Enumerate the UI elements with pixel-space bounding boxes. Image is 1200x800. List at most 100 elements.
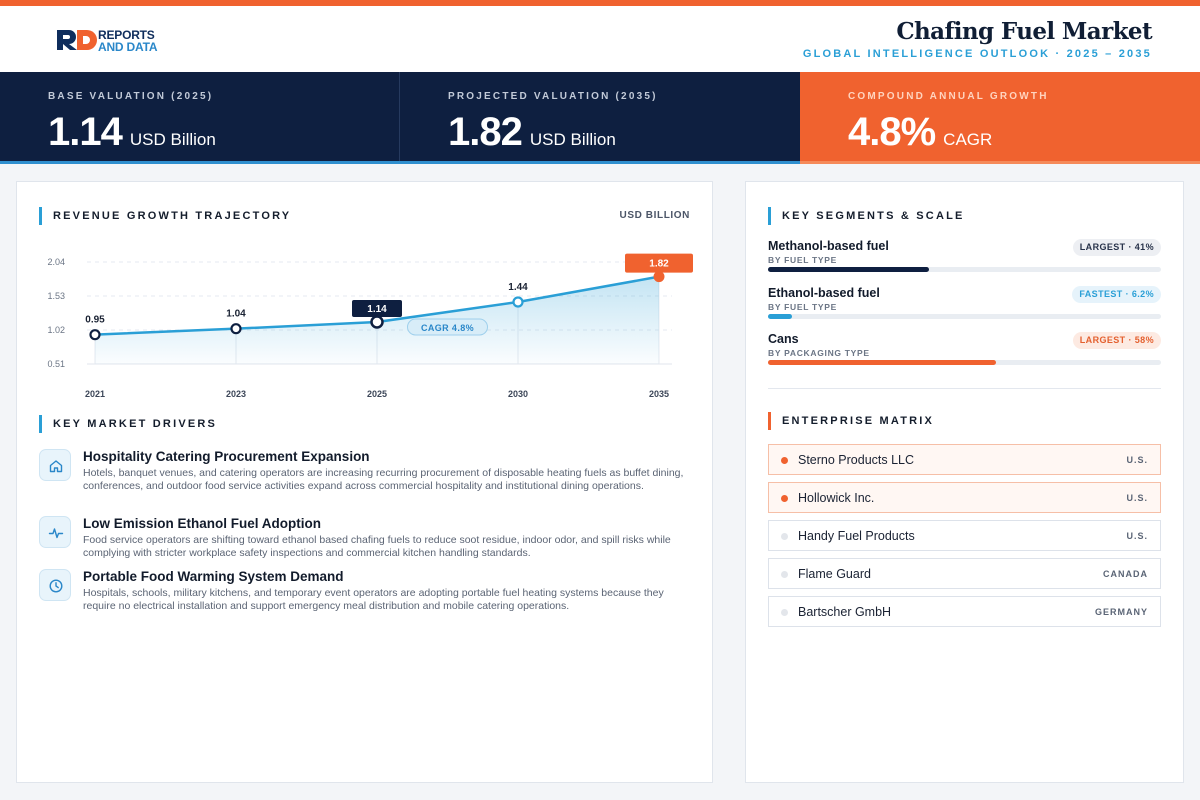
kpi-base-valuation: BASE VALUATION (2025) 1.14 USD Billion xyxy=(0,72,400,164)
driver-description: Hotels, banquet venues, and catering ope… xyxy=(83,467,684,492)
status-dot xyxy=(781,533,788,540)
brand-line-2: AND DATA xyxy=(98,40,158,54)
enterprise-row[interactable]: Hollowick Inc. U.S. xyxy=(768,482,1161,513)
driver-title: Low Emission Ethanol Fuel Adoption xyxy=(83,516,321,531)
segment-badge: LARGEST · 41% xyxy=(1072,239,1161,256)
segment-item: Cans BY PACKAGING TYPE LARGEST · 58% xyxy=(768,332,1161,374)
x-tick-label: 2025 xyxy=(367,389,387,399)
segment-share-bar xyxy=(768,314,793,319)
data-label: 1.44 xyxy=(508,282,528,293)
data-label: 1.14 xyxy=(367,304,387,315)
cagr-annotation-pill xyxy=(407,318,488,336)
chart-unit-label: USD BILLION xyxy=(619,210,690,221)
kpi-divider xyxy=(399,72,400,161)
kpi-projected-valuation: PROJECTED VALUATION (2035) 1.82 USD Billi… xyxy=(400,72,800,164)
status-dot xyxy=(781,457,788,464)
kpi-unit: USD Billion xyxy=(529,130,616,149)
kpi-cagr: COMPOUND ANNUAL GROWTH 4.8% CAGR xyxy=(800,72,1200,164)
logo-mark-icon xyxy=(57,30,97,50)
status-dot xyxy=(781,571,788,578)
company-country: U.S. xyxy=(1126,455,1148,465)
company-country: U.S. xyxy=(1126,531,1148,541)
kpi-label: BASE VALUATION (2025) xyxy=(48,91,214,102)
segment-share-bar xyxy=(768,360,996,365)
enterprise-row[interactable]: Handy Fuel Products U.S. xyxy=(768,520,1161,551)
segment-share-track xyxy=(768,360,1161,365)
kpi-unit: CAGR xyxy=(943,130,993,149)
segment-share-track xyxy=(768,267,1161,272)
company-country: CANADA xyxy=(1103,569,1148,579)
enterprise-section-title: ENTERPRISE MATRIX xyxy=(768,412,934,430)
enterprise-row[interactable]: Bartscher GmbH GERMANY xyxy=(768,596,1161,627)
revenue-chart-svg: 0.51 1.02 1.53 2.04 2021 2023 2025 2030 2035 0.9… xyxy=(47,253,693,399)
page-header: REPORTS AND DATA Chafing Fuel Market GLO… xyxy=(0,6,1200,72)
status-dot xyxy=(781,609,788,616)
data-point xyxy=(512,296,524,308)
cagr-annotation: CAGR 4.8% xyxy=(421,323,474,333)
company-name: Sterno Products LLC xyxy=(798,453,915,467)
pulse-icon xyxy=(39,516,71,548)
segment-name: Cans xyxy=(768,332,799,346)
driver-title: Portable Food Warming System Demand xyxy=(83,569,344,584)
company-name: Bartscher GmbH xyxy=(798,605,892,619)
data-label: 1.82 xyxy=(649,259,669,270)
segment-name: Methanol-based fuel xyxy=(768,239,889,253)
driver-description: Hospitals, schools, military kitchens, a… xyxy=(83,587,664,612)
segments-card: KEY SEGMENTS & SCALE Methanol-based fuel… xyxy=(745,181,1184,783)
kpi-label: COMPOUND ANNUAL GROWTH xyxy=(848,91,1049,102)
segment-name: Ethanol-based fuel xyxy=(768,286,880,300)
page-title: Chafing Fuel Market xyxy=(896,18,1152,45)
driver-item: Hospitality Catering Procurement Expansi… xyxy=(39,449,689,509)
brand-line-1: REPORTS xyxy=(98,28,155,42)
enterprise-row[interactable]: Flame Guard CANADA xyxy=(768,558,1161,589)
segment-share-bar xyxy=(768,267,930,272)
data-point xyxy=(653,271,665,283)
y-tick-label: 2.04 xyxy=(47,257,65,267)
company-name: Hollowick Inc. xyxy=(798,491,875,505)
driver-title: Hospitality Catering Procurement Expansi… xyxy=(83,449,370,464)
segments-section-title: KEY SEGMENTS & SCALE xyxy=(768,207,965,225)
x-tick-label: 2021 xyxy=(85,389,105,399)
kpi-value: 4.8% xyxy=(848,110,936,154)
drivers-section-title: KEY MARKET DRIVERS xyxy=(39,415,217,433)
kpi-value: 1.14 xyxy=(48,110,123,154)
brand-logo[interactable]: REPORTS AND DATA xyxy=(55,28,185,58)
status-dot xyxy=(781,495,788,502)
revenue-card: REVENUE GROWTH TRAJECTORY USD BILLION 0.… xyxy=(16,181,713,783)
kpi-unit: USD Billion xyxy=(129,130,216,149)
revenue-chart: 0.51 1.02 1.53 2.04 2021 2023 2025 2030 2035 0.9… xyxy=(47,242,707,402)
segment-badge: FASTEST · 6.2% xyxy=(1072,286,1161,303)
driver-description: Food service operators are shifting towa… xyxy=(83,534,671,559)
data-label-badge xyxy=(352,300,402,317)
data-label: 1.04 xyxy=(226,309,246,320)
segment-item: Methanol-based fuel BY FUEL TYPE LARGEST… xyxy=(768,239,1161,281)
x-tick-label: 2023 xyxy=(226,389,246,399)
kpi-bar: BASE VALUATION (2025) 1.14 USD Billion PR… xyxy=(0,72,1200,164)
y-tick-label: 1.02 xyxy=(47,325,65,335)
segment-item: Ethanol-based fuel BY FUEL TYPE FASTEST … xyxy=(768,286,1161,328)
top-accent-strip xyxy=(0,0,1200,6)
revenue-section-title: REVENUE GROWTH TRAJECTORY xyxy=(39,207,291,225)
kpi-value: 1.82 xyxy=(448,110,523,154)
driver-item: Portable Food Warming System Demand Hosp… xyxy=(39,569,689,619)
data-point xyxy=(89,329,101,341)
x-tick-label: 2035 xyxy=(649,389,669,399)
clock-icon xyxy=(39,569,71,601)
segment-badge: LARGEST · 58% xyxy=(1072,332,1161,349)
company-country: U.S. xyxy=(1126,493,1148,503)
segment-type: BY FUEL TYPE xyxy=(768,255,838,265)
kpi-label: PROJECTED VALUATION (2035) xyxy=(448,91,658,102)
data-point xyxy=(370,315,384,329)
segment-type: BY PACKAGING TYPE xyxy=(768,348,870,358)
page-subtitle: GLOBAL INTELLIGENCE OUTLOOK · 2025 – 203… xyxy=(802,48,1152,60)
x-tick-label: 2030 xyxy=(508,389,528,399)
company-country: GERMANY xyxy=(1094,607,1148,617)
data-point xyxy=(230,323,242,335)
enterprise-row[interactable]: Sterno Products LLC U.S. xyxy=(768,444,1161,475)
company-name: Handy Fuel Products xyxy=(798,529,915,543)
segment-type: BY FUEL TYPE xyxy=(768,302,838,312)
y-tick-label: 0.51 xyxy=(47,359,65,369)
company-name: Flame Guard xyxy=(798,567,871,581)
data-label-badge xyxy=(625,253,693,273)
home-icon xyxy=(39,449,71,481)
